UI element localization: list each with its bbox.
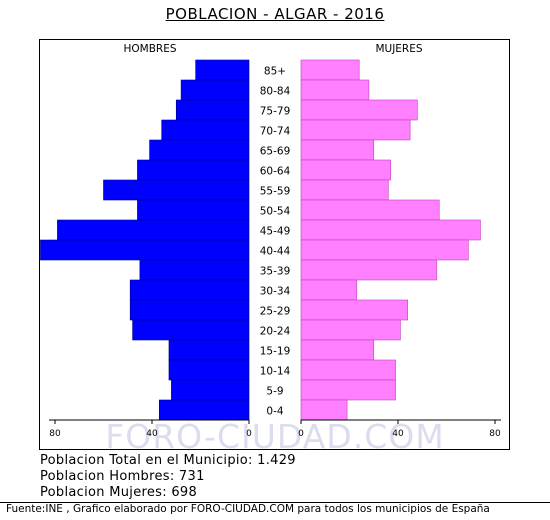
age-group-label: 10-14 — [260, 366, 291, 378]
watermark-text: FORO-CIUDAD.COM — [105, 417, 444, 456]
bar-mujeres — [300, 399, 348, 421]
bar-hombres — [129, 279, 250, 301]
bar-mujeres — [300, 99, 418, 121]
x-tick-label: 80 — [489, 429, 501, 439]
x-tick-label: 40 — [392, 429, 404, 439]
bar-mujeres — [300, 199, 440, 221]
chart-frame — [39, 39, 510, 450]
stat-total: Poblacion Total en el Municipio: 1.429 — [40, 453, 296, 468]
age-group-label: 40-44 — [260, 246, 291, 258]
x-tick-label: 0 — [298, 429, 304, 439]
chart-title: POBLACION - ALGAR - 2016 — [165, 5, 385, 23]
bar-hombres — [168, 339, 250, 361]
footer-source: Fuente:INE , Grafico elaborado por FORO-… — [6, 503, 490, 515]
age-group-label: 65-69 — [260, 146, 291, 158]
bar-hombres — [40, 239, 250, 261]
stat-hombres: Poblacion Hombres: 731 — [40, 469, 205, 484]
age-group-label: 80-84 — [260, 86, 291, 98]
bar-mujeres — [300, 119, 411, 141]
bar-mujeres — [300, 279, 358, 301]
bar-mujeres — [300, 299, 408, 321]
bar-hombres — [168, 359, 250, 381]
x-tick-label: 0 — [246, 429, 252, 439]
bar-hombres — [158, 399, 250, 421]
bar-hombres — [103, 179, 250, 201]
age-group-label: 5-9 — [266, 386, 283, 398]
age-group-label: 30-34 — [260, 286, 291, 298]
legend-hombres: HOMBRES — [123, 43, 176, 55]
age-group-label: 45-49 — [260, 226, 291, 238]
bar-mujeres — [300, 179, 389, 201]
footer-divider — [0, 502, 550, 503]
bar-hombres — [132, 319, 250, 341]
age-group-label: 50-54 — [260, 206, 291, 218]
age-group-label: 25-29 — [260, 306, 291, 318]
age-group-label: 60-64 — [260, 166, 291, 178]
age-group-label: 85+ — [264, 66, 286, 78]
bar-mujeres — [300, 79, 370, 101]
age-group-label: 55-59 — [260, 186, 291, 198]
bar-hombres — [161, 119, 250, 141]
bar-mujeres — [300, 59, 360, 81]
bar-hombres — [171, 379, 250, 401]
age-group-label: 75-79 — [260, 106, 291, 118]
age-group-label: 15-19 — [260, 346, 291, 358]
bar-mujeres — [300, 379, 396, 401]
bar-hombres — [137, 159, 250, 181]
age-group-label: 0-4 — [266, 406, 283, 418]
bar-hombres — [180, 79, 250, 101]
bar-hombres — [175, 99, 250, 121]
bar-mujeres — [300, 359, 396, 381]
x-tick-label: 40 — [146, 429, 158, 439]
age-group-label: 70-74 — [260, 126, 291, 138]
bar-hombres — [149, 139, 250, 161]
bar-hombres — [137, 199, 250, 221]
bar-hombres — [139, 259, 250, 281]
bar-hombres — [57, 219, 250, 241]
bar-mujeres — [300, 139, 375, 161]
bar-hombres — [129, 299, 250, 321]
bar-mujeres — [300, 339, 375, 361]
age-group-label: 35-39 — [260, 266, 291, 278]
bar-mujeres — [300, 219, 481, 241]
bar-mujeres — [300, 259, 438, 281]
age-group-label: 20-24 — [260, 326, 291, 338]
bar-mujeres — [300, 239, 469, 261]
bar-mujeres — [300, 319, 401, 341]
bar-mujeres — [300, 159, 392, 181]
legend-mujeres: MUJERES — [375, 43, 422, 55]
x-tick-label: 80 — [49, 429, 61, 439]
bar-hombres — [195, 59, 250, 81]
stat-mujeres: Poblacion Mujeres: 698 — [40, 485, 198, 500]
